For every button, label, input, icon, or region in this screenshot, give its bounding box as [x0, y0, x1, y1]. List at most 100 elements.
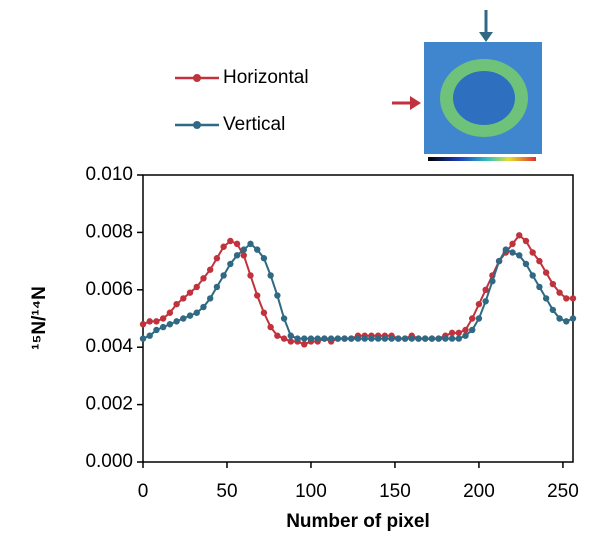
data-point	[227, 261, 233, 267]
data-point	[261, 310, 267, 316]
data-point	[469, 327, 475, 333]
data-point	[523, 261, 529, 267]
data-point	[153, 318, 159, 324]
data-point	[227, 238, 233, 244]
data-point	[220, 272, 226, 278]
data-point	[442, 335, 448, 341]
data-point	[160, 315, 166, 321]
data-point	[563, 318, 569, 324]
data-point	[449, 335, 455, 341]
data-point	[167, 321, 173, 327]
data-point	[335, 335, 341, 341]
data-point	[140, 335, 146, 341]
y-tick-label: 0.008	[85, 221, 133, 242]
x-tick-label: 100	[295, 481, 327, 502]
data-point	[550, 281, 556, 287]
data-point	[563, 295, 569, 301]
data-point	[529, 272, 535, 278]
data-point	[469, 315, 475, 321]
data-point	[267, 324, 273, 330]
data-point	[288, 338, 294, 344]
data-point	[382, 335, 388, 341]
data-point	[140, 321, 146, 327]
data-point	[147, 333, 153, 339]
data-point	[348, 335, 354, 341]
data-point	[261, 255, 267, 261]
data-point	[294, 335, 300, 341]
plot-frame	[143, 175, 573, 462]
data-point	[167, 310, 173, 316]
legend-label: Horizontal	[223, 67, 309, 88]
data-point	[187, 289, 193, 295]
data-point	[435, 335, 441, 341]
data-point	[429, 335, 435, 341]
data-point	[267, 272, 273, 278]
data-point	[173, 301, 179, 307]
data-point	[274, 333, 280, 339]
data-point	[187, 312, 193, 318]
data-point	[523, 238, 529, 244]
data-point	[288, 333, 294, 339]
data-point	[476, 301, 482, 307]
data-point	[321, 335, 327, 341]
data-point	[415, 335, 421, 341]
data-point	[220, 244, 226, 250]
y-tick-label: 0.000	[85, 451, 133, 472]
data-point	[362, 335, 368, 341]
data-point	[536, 284, 542, 290]
data-point	[281, 335, 287, 341]
data-point	[482, 298, 488, 304]
data-point	[200, 275, 206, 281]
data-point	[234, 252, 240, 258]
series-line	[143, 244, 573, 339]
data-point	[194, 284, 200, 290]
data-point	[476, 315, 482, 321]
data-point	[550, 307, 556, 313]
data-point	[153, 327, 159, 333]
data-point	[241, 252, 247, 258]
page: Number of pixel ¹⁵N/¹⁴N 0.0000.0020.0040…	[0, 0, 590, 538]
data-point	[509, 241, 515, 247]
legend-label: Vertical	[223, 114, 285, 135]
data-point	[570, 315, 576, 321]
data-point	[281, 315, 287, 321]
data-point	[214, 284, 220, 290]
data-point	[496, 258, 502, 264]
y-axis-title: ¹⁵N/¹⁴N	[29, 286, 50, 350]
y-tick-label: 0.002	[85, 394, 133, 415]
data-point	[194, 310, 200, 316]
x-tick-label: 50	[216, 481, 237, 502]
y-tick-label: 0.010	[85, 164, 133, 185]
data-point	[301, 335, 307, 341]
data-point	[543, 295, 549, 301]
data-point	[543, 269, 549, 275]
data-point	[173, 318, 179, 324]
x-axis-title: Number of pixel	[286, 511, 430, 532]
data-point	[456, 335, 462, 341]
data-point	[388, 335, 394, 341]
data-point	[207, 267, 213, 273]
legend-marker	[193, 121, 201, 129]
data-point	[422, 335, 428, 341]
data-point	[301, 341, 307, 347]
data-point	[160, 324, 166, 330]
data-point	[274, 292, 280, 298]
data-point	[180, 295, 186, 301]
data-point	[536, 258, 542, 264]
data-point	[462, 327, 468, 333]
data-point	[234, 241, 240, 247]
data-point	[556, 289, 562, 295]
data-point	[556, 315, 562, 321]
data-point	[462, 333, 468, 339]
x-tick-label: 200	[463, 481, 495, 502]
data-point	[509, 249, 515, 255]
data-point	[402, 335, 408, 341]
data-point	[516, 252, 522, 258]
data-point	[503, 246, 509, 252]
y-tick-label: 0.006	[85, 279, 133, 300]
data-point	[341, 335, 347, 341]
data-point	[328, 335, 334, 341]
data-point	[207, 295, 213, 301]
data-point	[254, 292, 260, 298]
data-point	[254, 246, 260, 252]
